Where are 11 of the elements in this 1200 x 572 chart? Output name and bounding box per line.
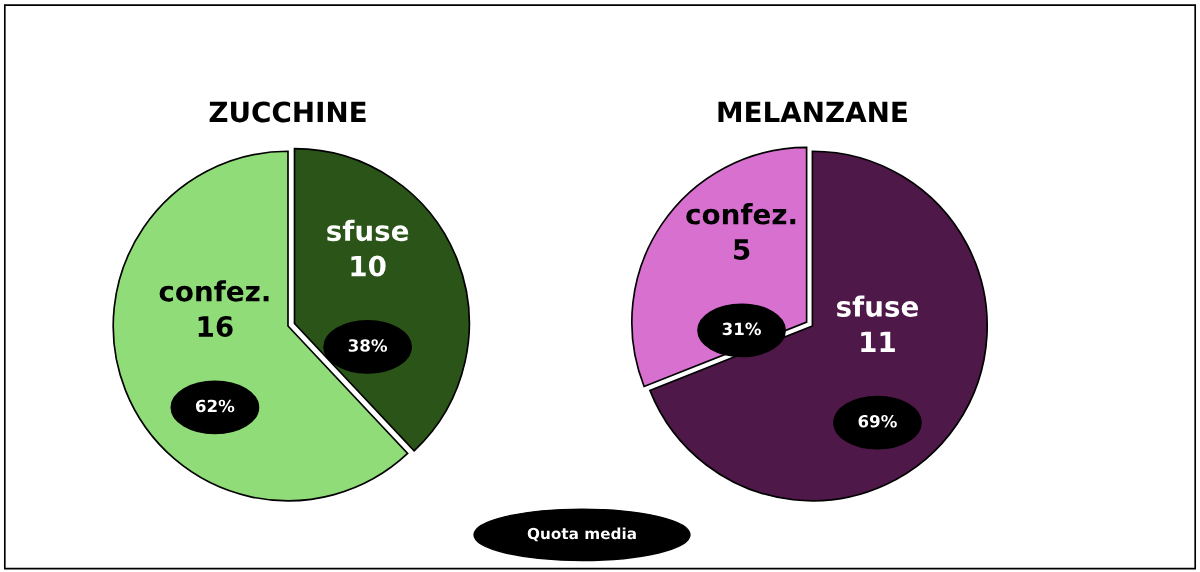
text: Quota media — [527, 527, 636, 542]
chart-title: MELANZANE — [718, 101, 907, 123]
slice-label: confez. 5 — [686, 203, 796, 260]
slice-label: sfuse 10 — [327, 219, 409, 277]
slice-label: confez. 16 — [159, 280, 269, 338]
data-label: 38% — [348, 339, 388, 352]
data-label: 62% — [195, 399, 235, 413]
data-label: 31% — [722, 322, 761, 336]
slice-label: sfuse 11 — [837, 295, 918, 352]
chart-title: ZUCCHINE — [209, 101, 366, 123]
data-label: 69% — [858, 414, 897, 428]
